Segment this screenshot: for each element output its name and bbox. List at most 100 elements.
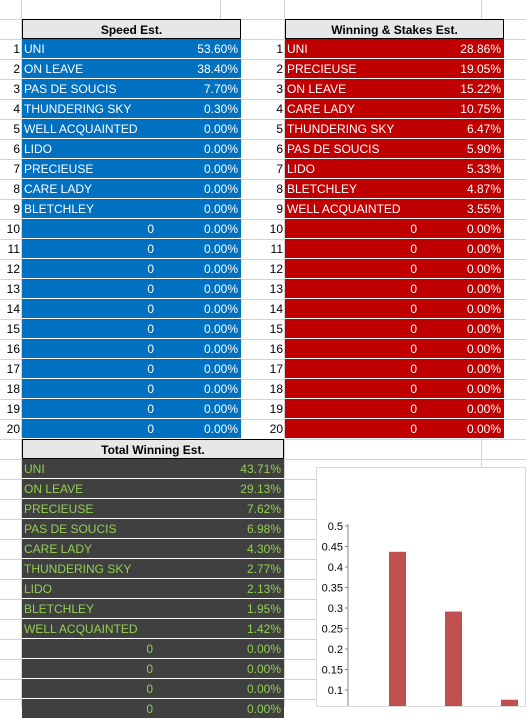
percent-cell[interactable]: 1.42% (220, 619, 284, 639)
zero-cell[interactable]: 0 (285, 359, 420, 379)
percent-cell[interactable]: 0.00% (157, 359, 241, 379)
zero-cell[interactable]: 0 (285, 419, 420, 439)
horse-name-cell[interactable]: CARE LADY (22, 179, 157, 199)
zero-cell[interactable]: 0 (285, 299, 420, 319)
blank-cell[interactable] (156, 699, 220, 719)
percent-cell[interactable]: 0.00% (157, 399, 241, 419)
zero-cell[interactable]: 0 (22, 679, 156, 699)
percent-cell[interactable]: 3.55% (420, 199, 504, 219)
horse-name-cell[interactable]: LIDO (285, 159, 420, 179)
horse-name-cell[interactable]: PRECIEUSE (22, 159, 157, 179)
horse-name-cell[interactable]: PRECIEUSE (22, 499, 220, 519)
blank-cell[interactable] (156, 639, 220, 659)
zero-cell[interactable]: 0 (285, 399, 420, 419)
percent-cell[interactable]: 2.77% (220, 559, 284, 579)
zero-cell[interactable]: 0 (22, 219, 157, 239)
zero-cell[interactable]: 0 (22, 639, 156, 659)
percent-cell[interactable]: 53.60% (157, 39, 241, 59)
percent-cell[interactable]: 0.30% (157, 99, 241, 119)
zero-cell[interactable]: 0 (22, 319, 157, 339)
zero-cell[interactable]: 0 (285, 339, 420, 359)
percent-cell[interactable]: 0.00% (157, 239, 241, 259)
horse-name-cell[interactable]: PAS DE SOUCIS (22, 79, 157, 99)
percent-cell[interactable]: 0.00% (220, 639, 284, 659)
zero-cell[interactable]: 0 (22, 339, 157, 359)
percent-cell[interactable]: 7.62% (220, 499, 284, 519)
percent-cell[interactable]: 28.86% (420, 39, 504, 59)
zero-cell[interactable]: 0 (22, 699, 156, 719)
horse-name-cell[interactable]: UNI (22, 39, 157, 59)
chart-area[interactable]: 0.5 0.45 0.4 0.35 0.3 0.25 0.2 0.15 0.1 (316, 467, 526, 708)
percent-cell[interactable]: 4.87% (420, 179, 504, 199)
percent-cell[interactable]: 0.00% (220, 679, 284, 699)
percent-cell[interactable]: 0.00% (420, 419, 504, 439)
horse-name-cell[interactable]: PRECIEUSE (285, 59, 420, 79)
percent-cell[interactable]: 0.00% (157, 179, 241, 199)
percent-cell[interactable]: 0.00% (157, 419, 241, 439)
zero-cell[interactable]: 0 (285, 279, 420, 299)
horse-name-cell[interactable]: THUNDERING SKY (22, 99, 157, 119)
percent-cell[interactable]: 0.00% (157, 119, 241, 139)
percent-cell[interactable]: 0.00% (157, 199, 241, 219)
horse-name-cell[interactable]: LIDO (22, 139, 157, 159)
horse-name-cell[interactable]: WELL ACQUAINTED (285, 199, 420, 219)
percent-cell[interactable]: 19.05% (420, 59, 504, 79)
percent-cell[interactable]: 0.00% (157, 279, 241, 299)
percent-cell[interactable]: 0.00% (420, 359, 504, 379)
horse-name-cell[interactable]: BLETCHLEY (22, 599, 220, 619)
percent-cell[interactable]: 0.00% (420, 259, 504, 279)
percent-cell[interactable]: 0.00% (420, 299, 504, 319)
zero-cell[interactable]: 0 (285, 319, 420, 339)
horse-name-cell[interactable]: BLETCHLEY (22, 199, 157, 219)
percent-cell[interactable]: 43.71% (220, 459, 284, 479)
horse-name-cell[interactable]: CARE LADY (285, 99, 420, 119)
horse-name-cell[interactable]: PAS DE SOUCIS (285, 139, 420, 159)
percent-cell[interactable]: 0.00% (220, 699, 284, 719)
percent-cell[interactable]: 0.00% (420, 219, 504, 239)
percent-cell[interactable]: 5.33% (420, 159, 504, 179)
zero-cell[interactable]: 0 (22, 379, 157, 399)
percent-cell[interactable]: 0.00% (157, 299, 241, 319)
percent-cell[interactable]: 2.13% (220, 579, 284, 599)
percent-cell[interactable]: 0.00% (420, 379, 504, 399)
zero-cell[interactable]: 0 (22, 239, 157, 259)
zero-cell[interactable]: 0 (285, 259, 420, 279)
zero-cell[interactable]: 0 (285, 239, 420, 259)
horse-name-cell[interactable]: THUNDERING SKY (22, 559, 220, 579)
percent-cell[interactable]: 0.00% (420, 399, 504, 419)
percent-cell[interactable]: 0.00% (157, 339, 241, 359)
chart-bar[interactable] (445, 611, 462, 708)
percent-cell[interactable]: 4.30% (220, 539, 284, 559)
horse-name-cell[interactable]: ON LEAVE (285, 79, 420, 99)
percent-cell[interactable]: 0.00% (420, 319, 504, 339)
zero-cell[interactable]: 0 (22, 419, 157, 439)
percent-cell[interactable]: 7.70% (157, 79, 241, 99)
speed-header[interactable]: Speed Est. (22, 19, 241, 39)
percent-cell[interactable]: 0.00% (157, 259, 241, 279)
horse-name-cell[interactable]: WELL ACQUAINTED (22, 619, 220, 639)
percent-cell[interactable]: 0.00% (157, 139, 241, 159)
percent-cell[interactable]: 10.75% (420, 99, 504, 119)
zero-cell[interactable]: 0 (22, 299, 157, 319)
horse-name-cell[interactable]: PAS DE SOUCIS (22, 519, 220, 539)
horse-name-cell[interactable]: CARE LADY (22, 539, 220, 559)
horse-name-cell[interactable]: UNI (22, 459, 220, 479)
chart-bar[interactable] (501, 699, 518, 708)
blank-cell[interactable] (156, 659, 220, 679)
percent-cell[interactable]: 0.00% (420, 339, 504, 359)
percent-cell[interactable]: 1.95% (220, 599, 284, 619)
percent-cell[interactable]: 38.40% (157, 59, 241, 79)
percent-cell[interactable]: 29.13% (220, 479, 284, 499)
percent-cell[interactable]: 6.98% (220, 519, 284, 539)
horse-name-cell[interactable]: UNI (285, 39, 420, 59)
stakes-header[interactable]: Winning & Stakes Est. (285, 19, 504, 39)
chart-bar[interactable] (389, 551, 406, 708)
horse-name-cell[interactable]: THUNDERING SKY (285, 119, 420, 139)
zero-cell[interactable]: 0 (22, 399, 157, 419)
zero-cell[interactable]: 0 (22, 359, 157, 379)
percent-cell[interactable]: 5.90% (420, 139, 504, 159)
horse-name-cell[interactable]: LIDO (22, 579, 220, 599)
percent-cell[interactable]: 0.00% (157, 219, 241, 239)
percent-cell[interactable]: 6.47% (420, 119, 504, 139)
percent-cell[interactable]: 0.00% (420, 239, 504, 259)
